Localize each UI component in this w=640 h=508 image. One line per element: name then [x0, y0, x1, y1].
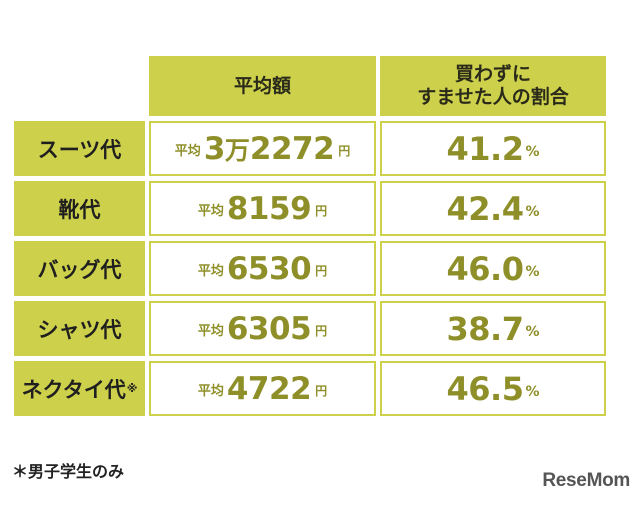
- row-label: バッグ代: [37, 257, 122, 282]
- data-table: 平均額 買わずに すませた人の割合 スーツ代 平均 3 万 2272 円 41.2% 靴代 平均…: [14, 56, 606, 416]
- footnote: ＊男子学生のみ: [12, 462, 125, 481]
- ratio-cell: 46.5%: [380, 361, 606, 416]
- average-amount-cell: 平均 6530 円: [149, 241, 376, 296]
- ratio-cell: 46.0%: [380, 241, 606, 296]
- header-ratio-line2: すませた人の割合: [417, 86, 569, 108]
- ratio-value: 46.5: [446, 369, 524, 408]
- average-value: 4722: [226, 370, 312, 407]
- ratio-cell: 41.2%: [380, 121, 606, 176]
- corner-blank-cell: [14, 56, 145, 116]
- average-amount-cell: 平均 8159 円: [149, 181, 376, 236]
- row-label-cell: 靴代: [14, 181, 145, 236]
- ratio-value: 38.7: [446, 309, 524, 348]
- ratio-percent-unit: %: [525, 384, 540, 400]
- ratio-percent-unit: %: [525, 324, 540, 340]
- row-label-cell: ネクタイ代 ※: [14, 361, 145, 416]
- header-ratio-line1: 買わずに: [454, 63, 531, 86]
- row-label-cell: スーツ代: [14, 121, 145, 176]
- row-label: 靴代: [58, 197, 101, 222]
- average-prefix: 平均: [197, 204, 224, 219]
- ratio-percent-unit: %: [525, 204, 540, 220]
- row-label: スーツ代: [37, 137, 122, 162]
- average-value-rest: 2272: [249, 130, 335, 167]
- average-yen-unit: 円: [338, 144, 351, 158]
- average-prefix: 平均: [197, 384, 224, 399]
- average-prefix: 平均: [197, 324, 224, 339]
- average-yen-unit: 円: [315, 324, 328, 338]
- ratio-value: 41.2: [446, 129, 524, 168]
- header-average-amount-line1: 平均額: [233, 74, 291, 97]
- row-label-cell: シャツ代: [14, 301, 145, 356]
- ratio-value: 42.4: [446, 189, 524, 228]
- ratio-cell: 42.4%: [380, 181, 606, 236]
- average-value: 6530: [226, 250, 312, 287]
- header-average-amount: 平均額: [149, 56, 376, 116]
- row-label-cell: バッグ代: [14, 241, 145, 296]
- average-amount-cell: 平均 4722 円: [149, 361, 376, 416]
- average-prefix: 平均: [197, 264, 224, 279]
- row-label: シャツ代: [37, 317, 122, 342]
- row-label: ネクタイ代: [21, 377, 126, 402]
- average-prefix: 平均: [174, 144, 201, 159]
- average-yen-unit: 円: [315, 384, 328, 398]
- average-amount-cell: 平均 3 万 2272 円: [149, 121, 376, 176]
- average-man-unit: 万: [224, 135, 250, 165]
- ratio-percent-unit: %: [525, 264, 540, 280]
- average-amount-cell: 平均 6305 円: [149, 301, 376, 356]
- average-value: 8159: [226, 190, 312, 227]
- ratio-value: 46.0: [446, 249, 524, 288]
- header-did-not-buy-ratio: 買わずに すませた人の割合: [380, 56, 606, 116]
- average-value: 3: [203, 130, 226, 167]
- row-label-mark: ※: [126, 382, 138, 395]
- resemom-logo: ReseMom: [542, 470, 630, 491]
- average-value: 6305: [226, 310, 312, 347]
- average-yen-unit: 円: [315, 264, 328, 278]
- average-yen-unit: 円: [315, 204, 328, 218]
- ratio-percent-unit: %: [525, 144, 540, 160]
- ratio-cell: 38.7%: [380, 301, 606, 356]
